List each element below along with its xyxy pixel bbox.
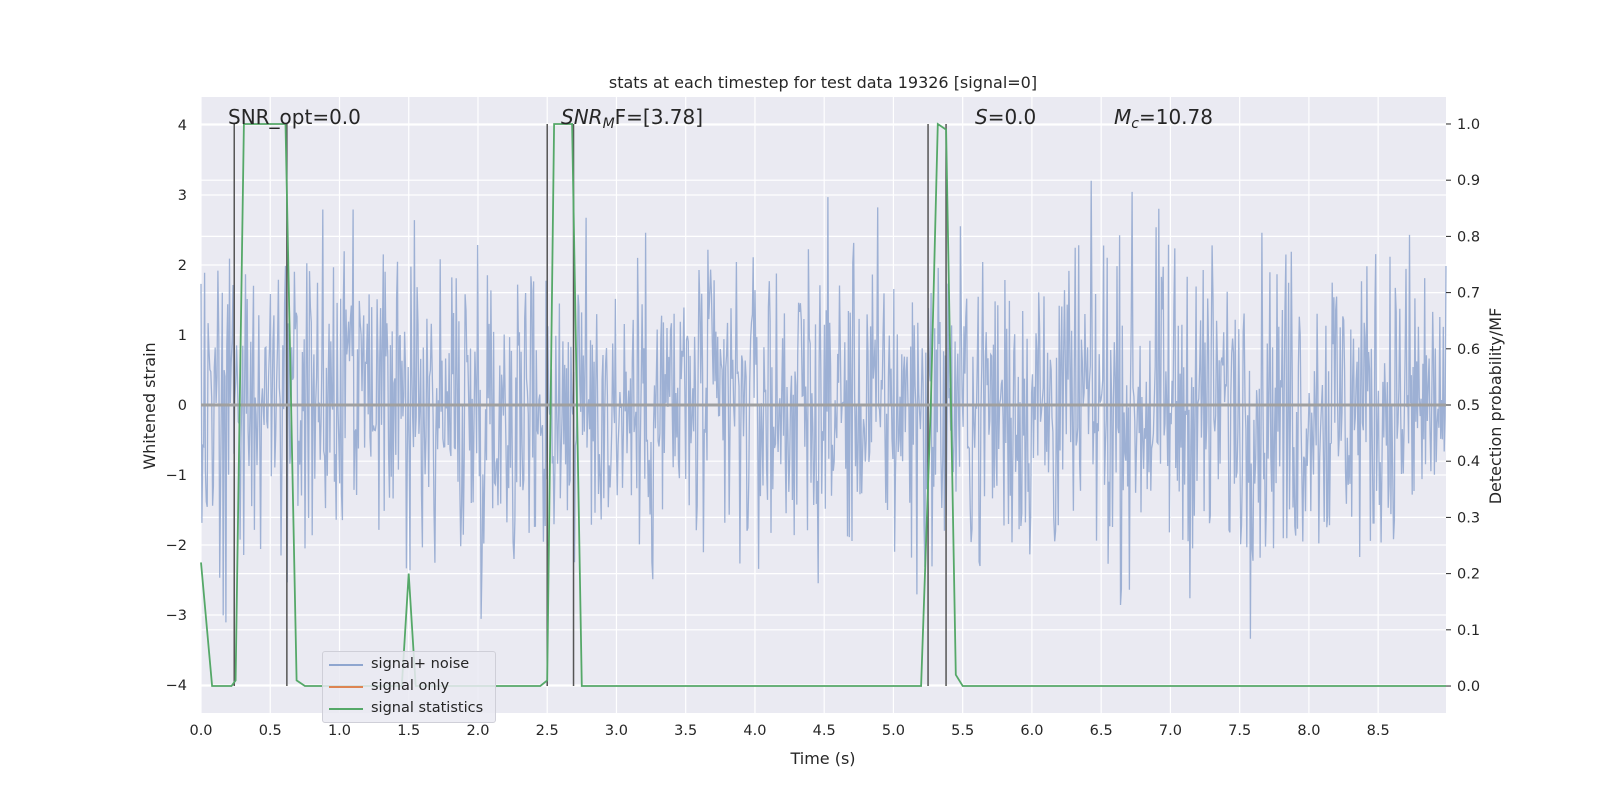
legend-label-signal-only: signal only <box>371 678 450 694</box>
x-tick-label: 4.0 <box>743 723 766 739</box>
legend-swatch-signal-only <box>329 686 363 688</box>
legend-swatch-noise <box>329 664 363 666</box>
y-tick-label: −3 <box>166 608 187 624</box>
snr-mf-annotation: SNRMF=[3.78] <box>561 105 703 132</box>
x-tick-label: 2.5 <box>536 723 559 739</box>
snr-mf-sub: M <box>603 116 615 132</box>
legend: signal+ noise signal only signal statist… <box>322 651 496 723</box>
chart-title: stats at each timestep for test data 193… <box>609 73 1037 92</box>
x-tick-label: 5.5 <box>951 723 974 739</box>
mc-value: =10.78 <box>1139 105 1213 129</box>
x-tick-label: 1.5 <box>397 723 420 739</box>
s-value: =0.0 <box>988 105 1037 129</box>
mc-label: M <box>1114 105 1131 129</box>
snr-mf-rest: F=[3.78] <box>615 105 703 129</box>
x-tick-label: 7.5 <box>1228 723 1251 739</box>
x-tick-label: 0.5 <box>259 723 282 739</box>
x-axis-label: Time (s) <box>789 749 855 768</box>
noise-line <box>200 180 1447 639</box>
x-tick-label: 8.0 <box>1297 723 1320 739</box>
y-right-tick-label: 0.4 <box>1457 454 1480 470</box>
snr-opt-annotation: SNR_opt=0.0 <box>228 105 361 129</box>
legend-item-statistics: signal statistics <box>323 698 495 720</box>
y-axis-label-right: Detection probability/MF <box>1486 308 1505 505</box>
y-right-tick-label: 0.5 <box>1457 398 1480 414</box>
y-right-tick-label: 0.7 <box>1457 286 1480 302</box>
snr-mf-main: SNR <box>561 105 603 129</box>
axis-ticks: 0.0 0.5 1.0 1.5 2.0 2.5 3.0 3.5 4.0 4.5 5.0 5.5 6.0 6… <box>166 117 1480 739</box>
x-tick-label: 5.0 <box>882 723 905 739</box>
y-right-tick-label: 0.2 <box>1457 567 1480 583</box>
x-tick-label: 0.0 <box>189 723 212 739</box>
y-right-tick-label: 0.6 <box>1457 342 1480 358</box>
x-tick-label: 6.0 <box>1020 723 1043 739</box>
y-right-tick-label: 0.9 <box>1457 173 1480 189</box>
y-right-tick-label: 0.8 <box>1457 229 1480 245</box>
x-tick-label: 2.0 <box>466 723 489 739</box>
y-tick-label: 3 <box>178 188 187 204</box>
y-right-tick-label: 0.0 <box>1457 679 1480 695</box>
x-tick-label: 8.5 <box>1367 723 1390 739</box>
y-tick-label: −2 <box>166 538 187 554</box>
x-tick-label: 3.0 <box>605 723 628 739</box>
x-tick-label: 3.5 <box>674 723 697 739</box>
x-tick-label: 7.0 <box>1159 723 1182 739</box>
y-right-tick-label: 0.3 <box>1457 510 1480 526</box>
s-label: S <box>975 105 988 129</box>
legend-label-noise: signal+ noise <box>371 656 470 672</box>
y-axis-label: Whitened strain <box>140 342 159 469</box>
y-right-tick-label: 1.0 <box>1457 117 1480 133</box>
y-tick-label: 2 <box>178 258 187 274</box>
legend-label-statistics: signal statistics <box>371 700 484 716</box>
y-tick-label: 4 <box>178 118 187 134</box>
legend-item-noise: signal+ noise <box>323 654 495 676</box>
y-right-tick-label: 0.1 <box>1457 623 1480 639</box>
legend-swatch-statistics <box>329 708 363 710</box>
x-tick-label: 1.0 <box>328 723 351 739</box>
statistics-line <box>200 122 1446 687</box>
s-annotation: S=0.0 <box>975 105 1036 129</box>
mc-sub: c <box>1131 116 1139 132</box>
y-tick-label: −1 <box>166 468 187 484</box>
y-tick-label: 0 <box>178 398 187 414</box>
y-tick-label: −4 <box>166 678 187 694</box>
legend-item-signal-only: signal only <box>323 676 495 698</box>
y-tick-label: 1 <box>178 328 187 344</box>
x-tick-label: 6.5 <box>1090 723 1113 739</box>
statistics-series <box>200 122 1446 687</box>
noise-series <box>200 180 1447 639</box>
x-tick-label: 4.5 <box>813 723 836 739</box>
mc-annotation: Mc=10.78 <box>1114 105 1213 132</box>
